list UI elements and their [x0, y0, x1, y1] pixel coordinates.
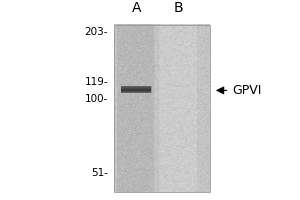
Text: 100-: 100-: [85, 94, 108, 104]
Text: 119-: 119-: [84, 77, 108, 87]
Text: B: B: [174, 1, 183, 15]
Text: GPVI: GPVI: [232, 84, 262, 97]
Text: A: A: [132, 1, 141, 15]
Text: 203-: 203-: [85, 27, 108, 37]
Bar: [114, 25, 210, 192]
Text: 51-: 51-: [91, 168, 108, 178]
